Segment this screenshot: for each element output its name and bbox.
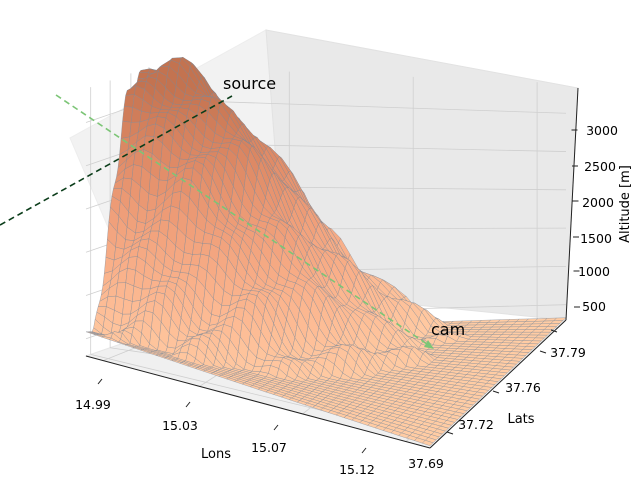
surface-cell (421, 440, 434, 446)
tick-mark (550, 329, 558, 333)
x-axis-label: Lons (201, 447, 231, 462)
tick-mark (446, 431, 454, 435)
x-tick-label: 15.03 (162, 418, 198, 433)
terrain-surface (85, 56, 567, 446)
tick-mark (492, 390, 500, 394)
x-tick-label: 15.12 (339, 462, 375, 477)
cam-ray-line (55, 94, 431, 347)
surface-cell (123, 94, 135, 108)
y-axis-line (429, 319, 567, 449)
z-tick-label: 1000 (578, 264, 610, 279)
z-tick-label: 500 (582, 299, 606, 314)
source-ray-line (0, 95, 233, 226)
tick-mark (539, 350, 547, 354)
x-tick-label: 15.07 (251, 440, 287, 455)
tick-marks (97, 129, 580, 454)
tick-mark (273, 424, 279, 431)
tick-mark (185, 401, 191, 408)
ray-lines (0, 94, 434, 349)
y-tick-label: 37.79 (550, 345, 586, 360)
y-tick-label: 37.76 (505, 380, 541, 395)
z-tick-label: 3000 (586, 123, 618, 138)
z-tick-label: 2500 (584, 159, 616, 174)
tick-mark (97, 378, 103, 385)
y-tick-label: 37.69 (408, 456, 444, 471)
z-axis-line (565, 87, 579, 321)
x-axis-line (85, 355, 431, 449)
x-tick-label: 14.99 (75, 397, 111, 412)
z-tick-label: 1500 (580, 231, 612, 246)
cam-arrowhead (424, 340, 434, 349)
surface-cell (122, 106, 133, 123)
y-axis-label: Lats (507, 412, 534, 427)
z-axis-label: Altitude [m] (618, 165, 633, 243)
surface-cell (138, 68, 151, 73)
tick-mark (361, 447, 367, 454)
cam-annotation: cam (431, 320, 465, 339)
y-tick-label: 37.72 (458, 417, 494, 432)
z-tick-label: 2000 (582, 195, 614, 210)
source-annotation: source (223, 74, 276, 93)
